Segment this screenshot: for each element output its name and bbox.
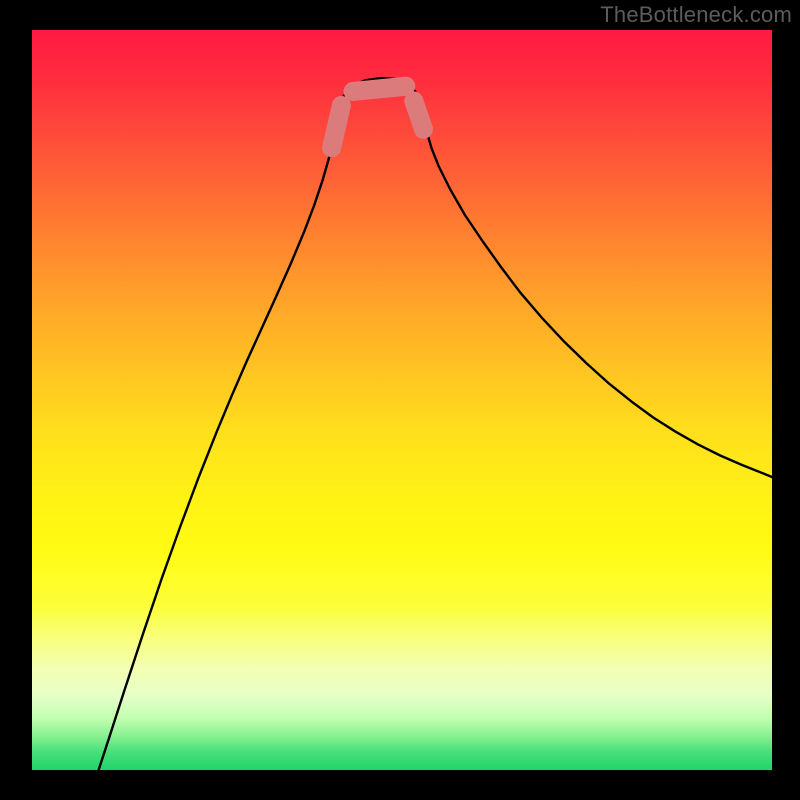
valley-marker-dot (344, 82, 363, 101)
bottleneck-chart (0, 0, 800, 800)
chart-frame: TheBottleneck.com (0, 0, 800, 800)
valley-marker-dot (414, 120, 433, 139)
valley-marker-dot (322, 138, 341, 157)
watermark-text: TheBottleneck.com (600, 2, 792, 28)
valley-marker-dot (404, 92, 423, 111)
